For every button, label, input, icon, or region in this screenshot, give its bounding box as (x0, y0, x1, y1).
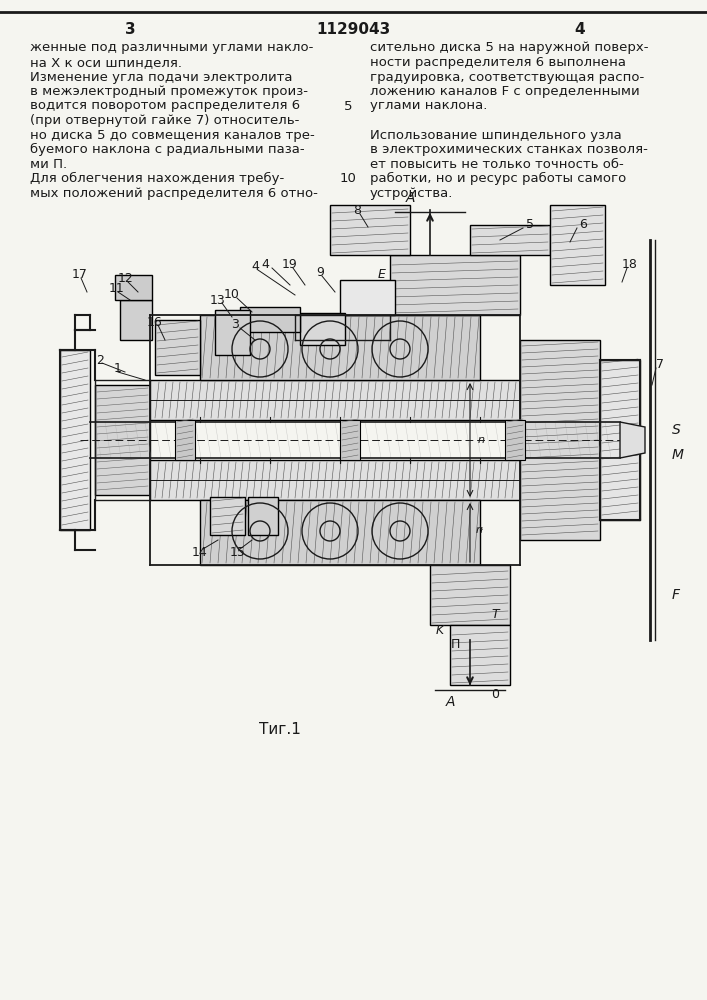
Text: ми П.: ми П. (30, 157, 67, 170)
Text: (при отвернутой гайке 7) относитель-: (при отвернутой гайке 7) относитель- (30, 114, 299, 127)
Bar (550, 205, 605, 285)
Text: 1: 1 (114, 361, 122, 374)
Text: A: A (445, 695, 455, 709)
Bar (95, 385, 150, 495)
Text: F: F (672, 588, 680, 602)
Text: 17: 17 (72, 268, 88, 282)
Bar (450, 625, 510, 685)
Text: 6: 6 (579, 219, 587, 232)
Text: углами наклона.: углами наклона. (370, 100, 487, 112)
Text: 18: 18 (622, 258, 638, 271)
Text: но диска 5 до совмещения каналов тре-: но диска 5 до совмещения каналов тре- (30, 128, 315, 141)
Text: n: n (476, 525, 483, 535)
Bar (200, 315, 480, 380)
Text: 9: 9 (316, 266, 324, 279)
Text: 5: 5 (344, 100, 352, 112)
Bar (430, 565, 510, 625)
Bar (210, 497, 245, 535)
Text: 1129043: 1129043 (316, 22, 390, 37)
Text: Для облегчения нахождения требу-: Для облегчения нахождения требу- (30, 172, 284, 185)
Text: 14: 14 (192, 546, 208, 558)
Text: работки, но и ресурс работы самого: работки, но и ресурс работы самого (370, 172, 626, 185)
Text: A: A (405, 191, 415, 205)
Text: 11: 11 (109, 282, 125, 294)
Text: 3: 3 (124, 22, 135, 37)
Text: 13: 13 (210, 294, 226, 306)
Text: K: K (436, 624, 444, 637)
Text: Τиг.1: Τиг.1 (259, 722, 301, 738)
Text: 10: 10 (339, 172, 356, 185)
Bar (330, 205, 410, 255)
Text: 15: 15 (230, 546, 246, 558)
Text: на Χ к оси шпинделя.: на Χ к оси шпинделя. (30, 56, 182, 69)
Text: 4: 4 (251, 259, 259, 272)
Text: буемого наклона с радиальными паза-: буемого наклона с радиальными паза- (30, 143, 305, 156)
Text: ности распределителя 6 выполнена: ности распределителя 6 выполнена (370, 56, 626, 69)
Bar (390, 255, 520, 315)
Bar (505, 420, 525, 460)
Text: S: S (672, 423, 681, 437)
Text: 2: 2 (96, 354, 104, 366)
Text: 12: 12 (118, 271, 134, 284)
Bar (200, 500, 480, 565)
Text: устройства.: устройства. (370, 186, 453, 200)
Text: 19: 19 (282, 258, 298, 271)
Text: n: n (478, 435, 485, 445)
Bar (150, 460, 520, 500)
Bar (300, 313, 345, 345)
Text: ложению каналов F с определенными: ложению каналов F с определенными (370, 85, 640, 98)
Text: 7: 7 (656, 359, 664, 371)
Text: 8: 8 (353, 204, 361, 217)
Bar (175, 420, 195, 460)
Polygon shape (620, 422, 645, 458)
Bar (215, 310, 250, 355)
Bar (340, 420, 360, 460)
Text: водится поворотом распределителя 6: водится поворотом распределителя 6 (30, 100, 300, 112)
Text: 10: 10 (224, 288, 240, 302)
Bar (248, 497, 278, 535)
Text: 0: 0 (491, 688, 499, 702)
Text: 4: 4 (261, 258, 269, 271)
Text: в электрохимических станках позволя-: в электрохимических станках позволя- (370, 143, 648, 156)
Text: Изменение угла подачи электролита: Изменение угла подачи электролита (30, 70, 293, 84)
Text: градуировка, соответствующая распо-: градуировка, соответствующая распо- (370, 70, 644, 84)
Bar (115, 275, 152, 300)
Bar (520, 340, 600, 540)
Text: в межэлектродный промежуток произ-: в межэлектродный промежуток произ- (30, 85, 308, 98)
Bar (155, 320, 200, 375)
Bar (340, 280, 395, 315)
Text: M: M (672, 448, 684, 462)
Text: T: T (491, 608, 499, 621)
Bar (150, 380, 520, 420)
Text: ет повысить не только точность об-: ет повысить не только точность об- (370, 157, 624, 170)
Text: 3: 3 (231, 318, 239, 332)
Text: E: E (378, 268, 386, 282)
Text: 16: 16 (147, 316, 163, 328)
Text: сительно диска 5 на наружной поверх-: сительно диска 5 на наружной поверх- (370, 41, 648, 54)
Bar (120, 300, 152, 340)
Text: женные под различными углами накло-: женные под различными углами накло- (30, 41, 313, 54)
Bar (240, 307, 300, 332)
Text: мых положений распределителя 6 отно-: мых положений распределителя 6 отно- (30, 186, 318, 200)
Text: 4: 4 (575, 22, 585, 37)
Bar (600, 360, 640, 520)
Text: Использование шпиндельного узла: Использование шпиндельного узла (370, 128, 621, 141)
Text: ₖ: ₖ (480, 522, 484, 532)
Text: П: П (450, 639, 460, 652)
Text: 5: 5 (526, 219, 534, 232)
Bar (60, 350, 90, 530)
Bar (470, 225, 550, 255)
